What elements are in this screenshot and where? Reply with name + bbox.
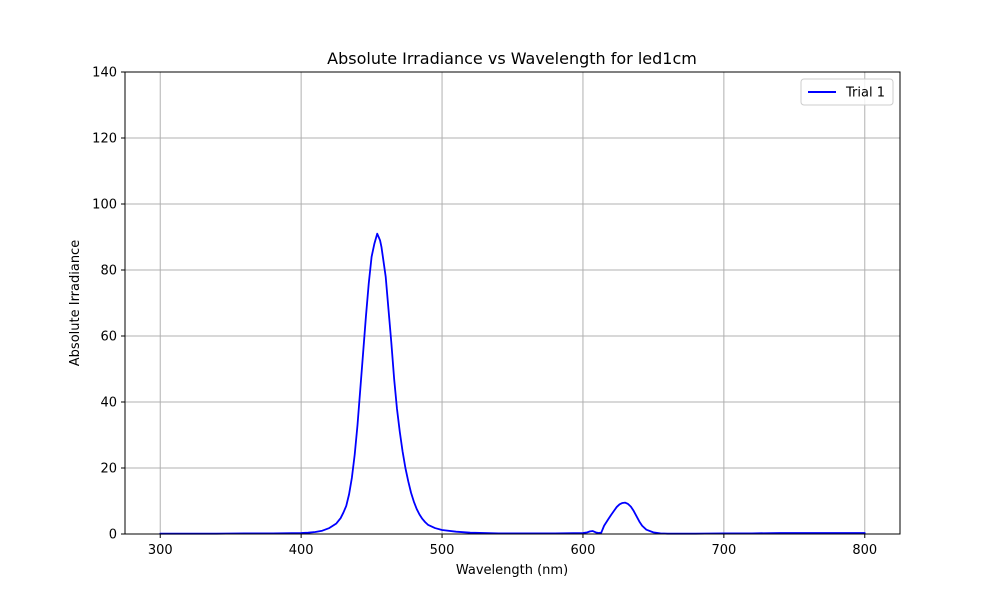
x-tick-label: 300 — [148, 543, 173, 558]
x-axis-label: Wavelength (nm) — [456, 563, 568, 578]
y-tick-label: 60 — [100, 330, 117, 345]
x-tick-label: 500 — [430, 543, 455, 558]
y-tick-label: 40 — [100, 396, 117, 411]
x-tick-label: 800 — [852, 543, 877, 558]
series-line-trial-1 — [159, 232, 866, 535]
x-tick-label: 400 — [289, 543, 314, 558]
chart-title: Absolute Irradiance vs Wavelength for le… — [327, 49, 697, 68]
y-tick-label: 140 — [92, 66, 117, 81]
y-tick-label: 80 — [100, 264, 117, 279]
legend: Trial 1 — [800, 78, 894, 106]
series-layer — [159, 232, 866, 535]
plot-frame — [124, 71, 901, 535]
y-tick-label: 0 — [109, 528, 117, 543]
y-tick-label: 20 — [100, 462, 117, 477]
y-tick-label: 100 — [92, 198, 117, 213]
legend-box — [800, 78, 894, 106]
y-axis-ticks: 0 20 40 60 80 100 120 140 — [92, 66, 125, 543]
y-tick-label: 120 — [92, 132, 117, 147]
legend-label-trial-1: Trial 1 — [845, 86, 885, 101]
x-tick-label: 600 — [571, 543, 596, 558]
x-tick-label: 700 — [711, 543, 736, 558]
y-axis-label: Absolute Irradiance — [68, 240, 83, 366]
x-axis-ticks: 300 400 500 600 700 800 — [148, 534, 877, 558]
